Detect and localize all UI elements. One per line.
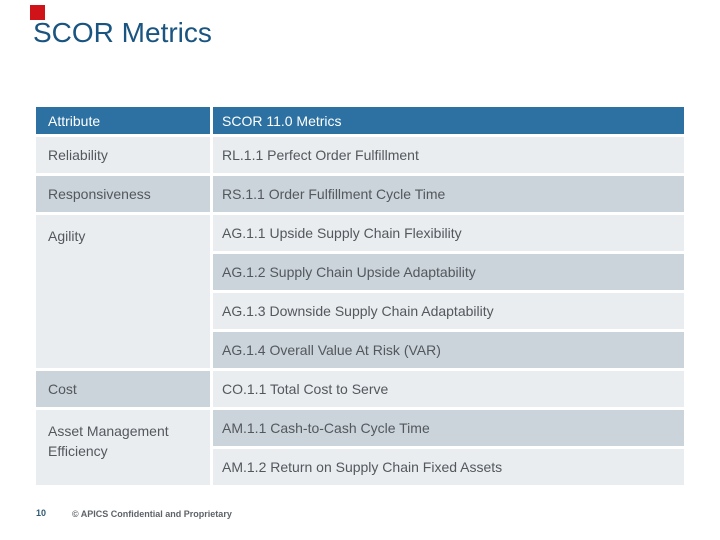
table-row: AM.1.2 Return on Supply Chain Fixed Asse… (36, 449, 684, 488)
header-row: Attribute SCOR 11.0 Metrics (36, 107, 684, 137)
metric-cell: RL.1.1 Perfect Order Fulfillment (213, 137, 684, 176)
scor-metrics-table: Attribute SCOR 11.0 Metrics Reliability R… (36, 107, 684, 488)
table-header: Attribute SCOR 11.0 Metrics (36, 107, 684, 137)
table-row: AG.1.2 Supply Chain Upside Adaptability (36, 254, 684, 293)
metric-cell: AM.1.2 Return on Supply Chain Fixed Asse… (213, 449, 684, 488)
metric-cell: RS.1.1 Order Fulfillment Cycle Time (213, 176, 684, 215)
attribute-cell: Responsiveness (36, 176, 213, 215)
red-accent-square (30, 5, 45, 20)
attribute-cell: Agility (36, 215, 213, 371)
table-row: AG.1.4 Overall Value At Risk (VAR) (36, 332, 684, 371)
attribute-cell: Asset Management Efficiency (36, 410, 213, 488)
table-row: Agility AG.1.1 Upside Supply Chain Flexib… (36, 215, 684, 371)
attribute-column-header: Attribute (36, 107, 213, 137)
attribute-cell: Reliability (36, 137, 213, 176)
table-row: AG.1.3 Downside Supply Chain Adaptabilit… (36, 293, 684, 332)
metric-cell: AG.1.2 Supply Chain Upside Adaptability (213, 254, 684, 293)
table-row: Asset Management Efficiency AM.1.1 Cash-t… (36, 410, 684, 488)
table-row: Cost CO.1.1 Total Cost to Serve (36, 371, 684, 410)
metrics-column-header: SCOR 11.0 Metrics (213, 107, 684, 137)
page-number: 10 (36, 508, 47, 518)
attribute-cell: Cost (36, 371, 213, 410)
metric-cell: AG.1.1 Upside Supply Chain Flexibility (213, 215, 684, 254)
table-row: Responsiveness RS.1.1 Order Fulfillment C… (36, 176, 684, 215)
metric-cell: AM.1.1 Cash-to-Cash Cycle Time (213, 410, 684, 449)
slide-title: SCOR Metrics (33, 17, 212, 48)
table-body: Reliability RL.1.1 Perfect Order Fulfillm… (36, 137, 684, 488)
table-row: Reliability RL.1.1 Perfect Order Fulfillm… (36, 137, 684, 176)
copyright-text: © APICS Confidential and Proprietary (72, 509, 232, 519)
metric-cell: CO.1.1 Total Cost to Serve (213, 371, 684, 410)
metric-cell: AG.1.4 Overall Value At Risk (VAR) (213, 332, 684, 371)
metric-cell: AG.1.3 Downside Supply Chain Adaptabilit… (213, 293, 684, 332)
